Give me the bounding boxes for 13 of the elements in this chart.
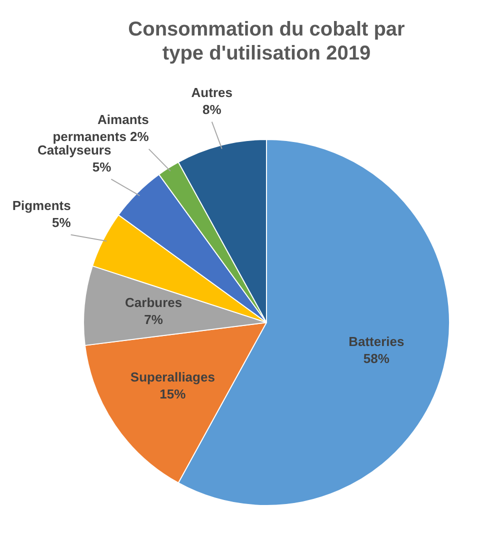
data-label: 58% — [363, 350, 390, 366]
data-label: 15% — [160, 386, 186, 402]
slice-label: Batteries — [348, 334, 404, 349]
data-label: 8% — [202, 102, 222, 117]
slice-label: Pigments — [12, 198, 71, 213]
data-label: 7% — [144, 312, 164, 327]
chart-title: Consommation du cobalt par type d'utilisation 2019 — [128, 18, 406, 65]
data-label: 5% — [52, 214, 72, 230]
data-label: 5% — [92, 159, 112, 174]
slice-label: Aimants permanents 2% — [52, 112, 150, 144]
slice-label: Autres — [191, 84, 232, 100]
slice-label: Superalliages — [130, 369, 215, 384]
slice-label: Carbures — [125, 294, 182, 310]
